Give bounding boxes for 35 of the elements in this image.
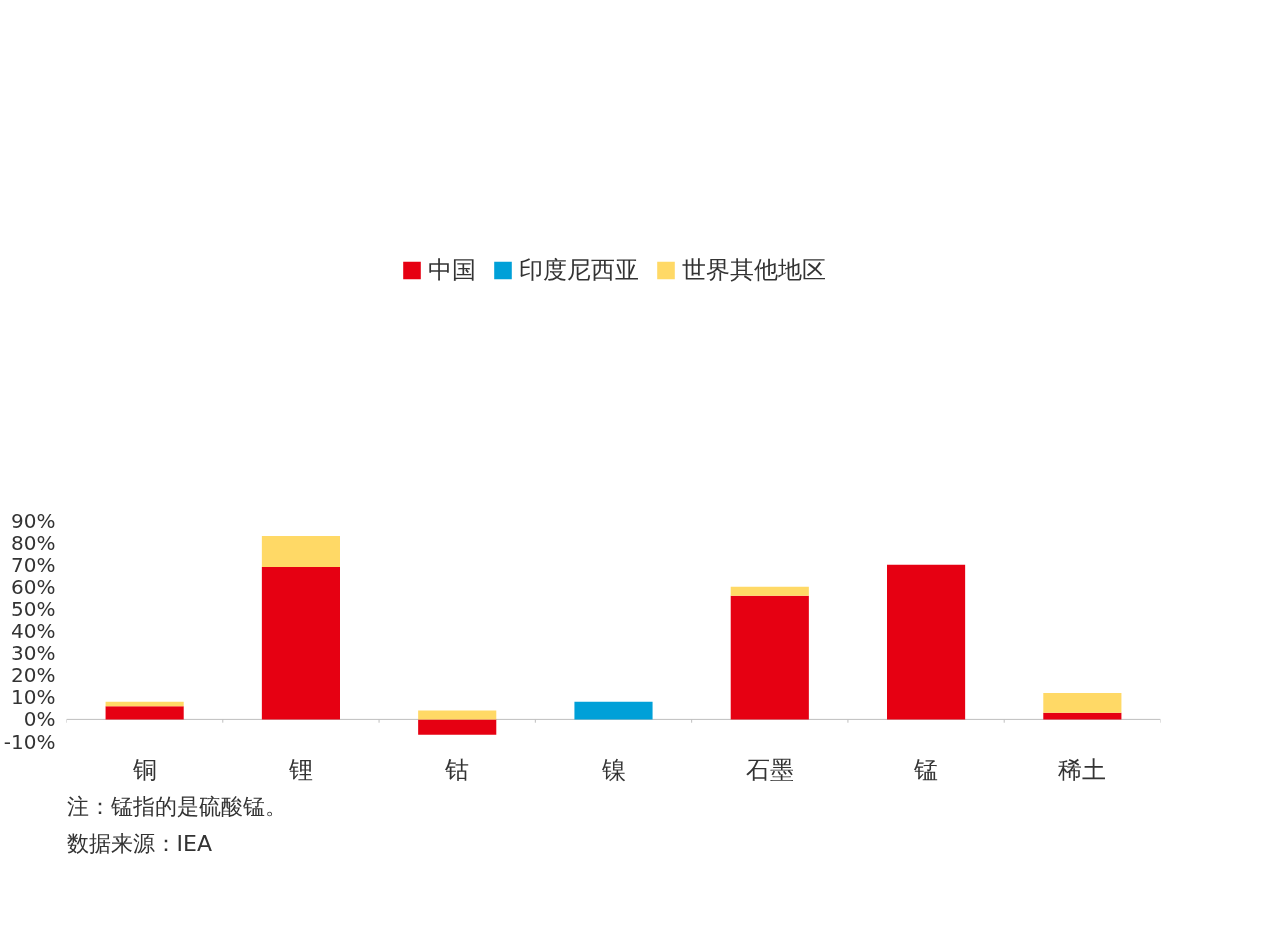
x-tick-label: 稀土 <box>1058 755 1107 784</box>
bar <box>730 595 809 720</box>
y-tick-label: 60% <box>11 574 56 599</box>
source-note: 数据来源：IEA <box>66 830 212 856</box>
x-tick-label: 钴 <box>444 755 470 784</box>
y-tick-label: -10% <box>3 729 56 754</box>
x-tick-label: 镍 <box>600 755 626 784</box>
y-tick-label: 30% <box>11 641 56 666</box>
bar <box>887 564 966 720</box>
bar <box>105 701 184 707</box>
bar <box>730 586 809 596</box>
bar <box>574 701 653 720</box>
x-tick-label: 锰 <box>913 755 939 784</box>
y-tick-label: 70% <box>11 552 56 577</box>
legend-label: 中国 <box>427 255 476 286</box>
y-tick-label: 10% <box>11 685 56 710</box>
text: 注：锰指的是硫酸锰。 <box>66 793 287 819</box>
bar <box>261 535 340 567</box>
y-tick-label: 20% <box>11 663 56 688</box>
bar <box>105 706 184 720</box>
bar <box>418 719 497 735</box>
bar <box>1043 692 1122 713</box>
y-tick-label: 80% <box>11 530 56 555</box>
y-tick-label: 40% <box>11 619 56 643</box>
x-tick-label: 铜 <box>131 755 157 784</box>
bar <box>1043 712 1122 720</box>
x-tick-label: 石墨 <box>745 755 794 784</box>
y-tick-label: 0% <box>23 707 56 732</box>
bar <box>418 710 497 720</box>
legend-label: 世界其他地区 <box>681 255 826 286</box>
y-tick-label: 50% <box>11 596 56 621</box>
bar <box>261 566 340 720</box>
y-tick-label: 90% <box>11 508 56 533</box>
x-tick-label: 锂 <box>287 755 313 784</box>
legend-label: 印度尼西亚 <box>518 255 639 286</box>
